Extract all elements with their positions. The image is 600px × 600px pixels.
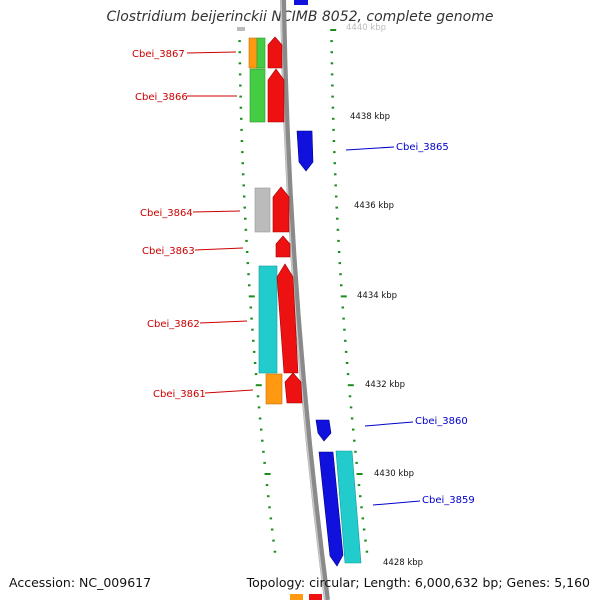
scale-label-4438: 4438 kbp <box>350 112 390 122</box>
gene-arrow-cbei-3862[interactable] <box>276 263 299 374</box>
reverse-gene-labels: Cbei_3865 Cbei_3860 Cbei_3859 <box>345 142 475 506</box>
gene-arrow-cbei-3859[interactable] <box>318 451 344 567</box>
gene-arrow-cbei-3864[interactable] <box>272 186 290 233</box>
gene-arrow-cbei-3863[interactable] <box>275 235 291 258</box>
feature-partial-bottom-orange[interactable] <box>290 594 303 600</box>
feature-partial-top-blue[interactable] <box>294 0 308 5</box>
gene-arrow-cbei-3861[interactable] <box>284 372 303 404</box>
gene-arrow-cbei-3866[interactable] <box>267 68 285 123</box>
feature-cbei-3862-cyan-box[interactable] <box>258 265 278 374</box>
gene-arrow-cbei-3865[interactable] <box>296 130 314 172</box>
left-feature-track <box>248 37 283 405</box>
gene-label-cbei-3867[interactable]: Cbei_3867 <box>132 49 185 60</box>
feature-cbei-3864-gray-box[interactable] <box>254 187 271 233</box>
accession-text: Accession: NC_009617 <box>9 575 152 590</box>
scale-label-4434: 4434 kbp <box>357 291 397 301</box>
gene-arrow-cbei-3860[interactable] <box>315 419 332 442</box>
scale-label-4428: 4428 kbp <box>383 558 423 568</box>
scale-label-4436: 4436 kbp <box>354 201 394 211</box>
feature-partial-top-gray[interactable] <box>237 27 245 31</box>
feature-cbei-3859-cyan-box[interactable] <box>335 450 362 564</box>
feature-cbei-3866-green-box[interactable] <box>249 68 266 123</box>
scale-label-4432: 4432 kbp <box>365 380 405 390</box>
topology-text: Topology: circular; Length: 6,000,632 bp… <box>246 575 590 590</box>
gene-arrow-cbei-3867[interactable] <box>267 36 283 69</box>
right-tick-marks <box>330 29 369 553</box>
feature-cbei-3861-orange-box[interactable] <box>265 373 283 405</box>
feature-cbei-3867-green-box[interactable] <box>256 37 266 69</box>
reverse-strand-track <box>296 130 362 567</box>
scale-label-4440: 4440 kbp <box>346 23 386 33</box>
gene-label-cbei-3861[interactable]: Cbei_3861 <box>153 389 206 400</box>
feature-partial-bottom-red[interactable] <box>309 594 322 600</box>
gene-label-cbei-3864[interactable]: Cbei_3864 <box>140 208 193 219</box>
left-tick-marks <box>238 29 277 553</box>
feature-cbei-3867-orange-box[interactable] <box>248 37 258 69</box>
genome-backbone <box>280 0 330 600</box>
forward-gene-labels: Cbei_3867 Cbei_3866 Cbei_3864 Cbei_3863 … <box>132 49 254 400</box>
gene-label-cbei-3865[interactable]: Cbei_3865 <box>396 142 449 153</box>
scale-labels: 4440 kbp 4438 kbp 4436 kbp 4434 kbp 4432… <box>346 23 423 568</box>
map-title: Clostridium beijerinckii NCIMB 8052, com… <box>106 9 494 25</box>
forward-strand-track <box>267 36 303 404</box>
gene-label-cbei-3859[interactable]: Cbei_3859 <box>422 495 475 506</box>
scale-label-4430: 4430 kbp <box>374 469 414 479</box>
gene-label-cbei-3862[interactable]: Cbei_3862 <box>147 319 200 330</box>
gene-label-cbei-3866[interactable]: Cbei_3866 <box>135 92 188 103</box>
gene-label-cbei-3860[interactable]: Cbei_3860 <box>415 416 468 427</box>
gene-label-cbei-3863[interactable]: Cbei_3863 <box>142 246 195 257</box>
